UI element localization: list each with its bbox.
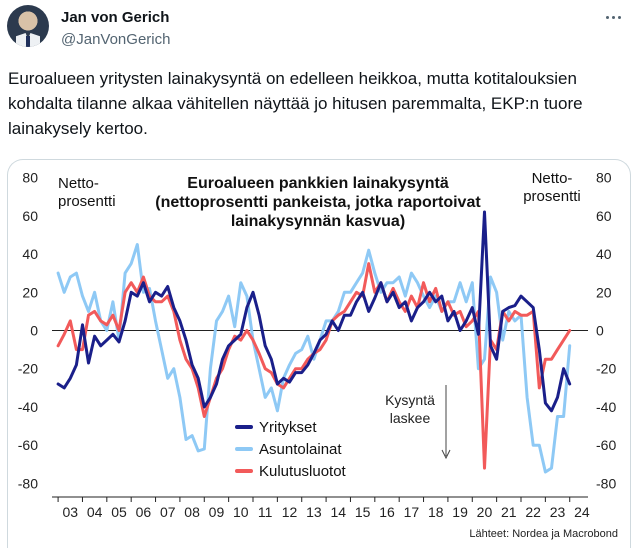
series-line-yritykset	[56, 210, 572, 413]
x-tick-label: 05	[111, 504, 127, 520]
y-tick-label-right: -40	[596, 399, 616, 415]
x-tick-label: 16	[379, 504, 395, 520]
x-tick-label: 23	[550, 504, 566, 520]
author-handle[interactable]: @JanVonGerich	[61, 31, 171, 48]
y-tick-label-right: 20	[596, 284, 612, 300]
x-tick-label: 11	[258, 504, 273, 520]
y-tick-label-left: -20	[18, 361, 38, 377]
x-tick-label: 10	[233, 504, 249, 520]
x-tick-label: 19	[452, 504, 468, 520]
x-tick-label: 08	[184, 504, 200, 520]
y-tick-label-left: 60	[22, 208, 38, 224]
avatar[interactable]	[7, 5, 49, 47]
tweet-text: Euroalueen yritysten lainakysyntä on ede…	[8, 69, 583, 138]
tweet-header: Jan von Gerich @JanVonGerich	[0, 0, 638, 60]
x-tick-label: 07	[160, 504, 176, 520]
x-tick-label: 13	[306, 504, 322, 520]
x-tick-label: 18	[428, 504, 444, 520]
annotation-text: Kysyntä	[385, 392, 435, 408]
y-axis-label-left: prosentti	[58, 193, 116, 210]
chart-text: 80 80 60 60 40 40 20 20 0 0 -20 -20 -40 -40 -60 -60 -80 -…	[18, 170, 618, 540]
x-tick-label: 20	[477, 504, 493, 520]
chart-source: Lähteet: Nordea ja Macrobond	[469, 528, 618, 540]
chart-title-line: lainakysynnän kasvua)	[231, 213, 405, 230]
y-axis-label-right: Netto-	[532, 170, 573, 187]
y-tick-label-right: -80	[596, 475, 616, 491]
legend-label: Asuntolainat	[259, 441, 342, 458]
y-tick-label-right: 80	[596, 170, 612, 186]
legend-label: Yritykset	[259, 419, 317, 436]
x-tick-label: 22	[525, 504, 541, 520]
chart-series	[56, 210, 572, 474]
y-tick-label-left: -60	[18, 437, 38, 453]
y-tick-label-right: 60	[596, 208, 612, 224]
x-tick-label: 12	[282, 504, 298, 520]
x-tick-label: 06	[136, 504, 152, 520]
x-tick-label: 14	[330, 504, 346, 520]
avatar-tie	[26, 36, 30, 47]
y-axis-label-right: prosentti	[523, 188, 581, 205]
chart-title-line: Euroalueen pankkien lainakysyntä	[187, 175, 449, 192]
x-tick-label: 03	[62, 504, 78, 520]
y-tick-label-right: 40	[596, 246, 612, 262]
author-name[interactable]: Jan von Gerich	[61, 9, 170, 26]
x-tick-label: 17	[404, 504, 420, 520]
y-tick-label-left: -40	[18, 399, 38, 415]
y-tick-label-right: -20	[596, 361, 616, 377]
y-tick-label-left: 20	[22, 284, 38, 300]
y-tick-label-right: 0	[596, 323, 604, 339]
y-tick-label-left: -80	[18, 475, 38, 491]
tweet-media-chart[interactable]: 80 80 60 60 40 40 20 20 0 0 -20 -20 -40 -40 -60 -60 -80 -…	[7, 159, 631, 548]
line-chart: 80 80 60 60 40 40 20 20 0 0 -20 -20 -40 -40 -60 -60 -80 -…	[18, 170, 618, 540]
x-tick-label: 09	[209, 504, 225, 520]
annotation-arrow-head	[441, 449, 451, 460]
y-tick-label-right: -60	[596, 437, 616, 453]
more-options-icon[interactable]	[606, 10, 628, 24]
x-tick-label: 15	[355, 504, 371, 520]
annotation-text: laskee	[390, 410, 431, 426]
x-tick-label: 04	[87, 504, 103, 520]
x-tick-label: 21	[501, 504, 517, 520]
y-tick-label-left: 40	[22, 246, 38, 262]
y-axis-label-left: Netto-	[58, 175, 99, 192]
chart-title-line: (nettoprosentti pankeista, jotka raporto…	[155, 194, 481, 211]
y-tick-label-left: 0	[30, 323, 38, 339]
y-tick-label-left: 80	[22, 170, 38, 186]
series-line-asuntolainat	[56, 243, 572, 474]
x-tick-label: 24	[574, 504, 590, 520]
legend-label: Kulutusluotot	[259, 463, 347, 480]
